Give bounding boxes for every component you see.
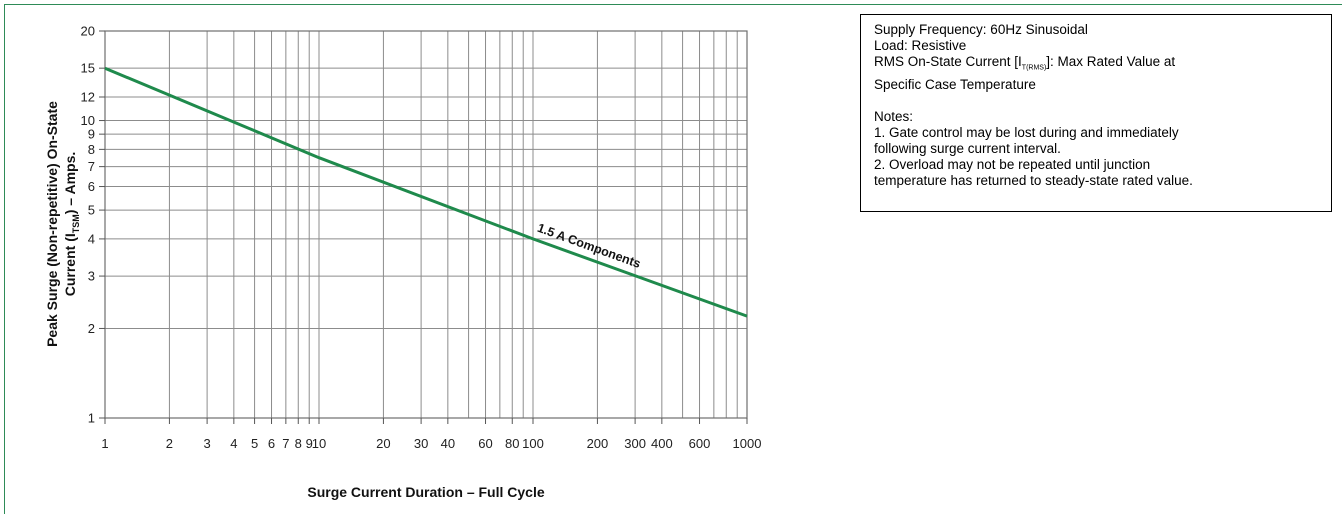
x-tick-label: 8 [295, 436, 302, 451]
x-tick-label: 7 [282, 436, 289, 451]
y-tick-label: 9 [88, 127, 95, 142]
x-tick-label: 600 [689, 436, 711, 451]
surge-current-chart: 1 2 3 4 5 6 7 8 910 20 30 40 60 80 100 200 300 400 600 1000… [44, 24, 762, 501]
rms-current-text-line2: Specific Case Temperature [874, 76, 1036, 92]
supply-frequency-text: Supply Frequency: 60Hz Sinusoidal [874, 22, 1088, 37]
rms-current-text: RMS On-State Current [IT(RMS)]: Max Rate… [874, 54, 1176, 72]
y-tick-label: 2 [88, 321, 95, 336]
x-tick-label: 2 [166, 436, 173, 451]
y-axis-title-line1: Peak Surge (Non-repetitive) On-State [44, 101, 60, 347]
note-1-line-2: following surge current interval. [874, 140, 1061, 156]
notes-title: Notes: [874, 108, 914, 124]
conditions-note-box: Supply Frequency: 60Hz Sinusoidal Load: … [860, 14, 1332, 212]
note-2-line-2: temperature has returned to steady-state… [874, 172, 1193, 188]
series-line [104, 66, 748, 318]
y-tick-label: 12 [81, 89, 95, 104]
x-tick-label: 100 [522, 436, 544, 451]
x-tick-label: 6 [268, 436, 275, 451]
note-2-line-1: 2. Overload may not be repeated until ju… [874, 156, 1151, 172]
x-tick-label: 5 [251, 436, 258, 451]
y-axis-title-line2: Current (ITSM) – Amps. [62, 152, 81, 297]
series [104, 66, 748, 318]
grid [105, 31, 747, 418]
x-tick-label: 10 [312, 436, 326, 451]
load-text: Load: Resistive [874, 38, 967, 53]
x-tick-label: 3 [203, 436, 210, 451]
figure-frame [4, 4, 1342, 514]
note-1-line-1: 1. Gate control may be lost during and i… [874, 124, 1179, 140]
y-tick-label: 20 [81, 24, 95, 39]
x-tick-label: 300 [624, 436, 646, 451]
x-tick-label: 80 [505, 436, 519, 451]
y-axis-title: Peak Surge (Non-repetitive) On-State Cur… [44, 101, 81, 347]
x-tick-label: 1 [101, 436, 108, 451]
axes [99, 30, 748, 424]
x-tick-label: 400 [651, 436, 673, 451]
x-tick-label: 40 [441, 436, 455, 451]
x-tick-label: 60 [478, 436, 492, 451]
y-tick-label: 3 [88, 269, 95, 284]
x-tick-label: 9 [306, 436, 313, 451]
x-tick-label: 30 [414, 436, 428, 451]
x-tick-label: 20 [376, 436, 390, 451]
y-tick-label: 6 [88, 179, 95, 194]
y-tick-label: 1 [88, 411, 95, 426]
x-tick-label: 200 [587, 436, 609, 451]
x-tick-label: 4 [230, 436, 237, 451]
y-tick-label: 10 [81, 113, 95, 128]
y-tick-label: 5 [88, 203, 95, 218]
y-tick-label: 7 [88, 159, 95, 174]
x-tick-label: 1000 [733, 436, 762, 451]
plot-border [104, 30, 748, 419]
y-tick-label: 4 [88, 231, 95, 246]
x-axis-title: Surge Current Duration – Full Cycle [307, 484, 544, 500]
y-tick-label: 8 [88, 142, 95, 157]
y-tick-label: 15 [81, 61, 95, 76]
